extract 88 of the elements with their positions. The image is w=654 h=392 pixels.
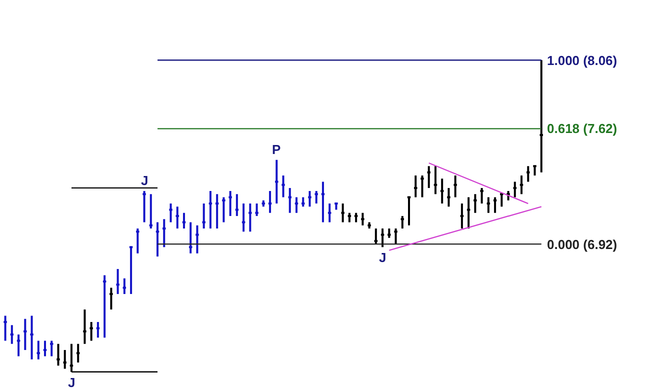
candlestick	[526, 165, 531, 183]
candlestick	[201, 202, 206, 230]
candlestick	[174, 206, 180, 230]
candlestick	[353, 212, 359, 224]
candlestick	[420, 174, 425, 198]
candlestick	[2, 314, 8, 342]
candlestick	[373, 227, 379, 246]
candlestick	[188, 221, 194, 254]
candlestick	[62, 349, 68, 370]
candlestick	[181, 212, 187, 230]
candlestick	[42, 340, 48, 358]
series-label: 0.000 (6.92)	[547, 237, 618, 252]
candlestick	[128, 246, 134, 295]
candlestick	[22, 318, 28, 352]
candlestick	[221, 196, 226, 224]
candlestick	[9, 324, 15, 345]
candlestick	[432, 165, 438, 196]
candlestick	[446, 186, 452, 208]
candlestick	[49, 340, 54, 358]
candlestick	[36, 340, 42, 360]
candlestick	[280, 174, 286, 198]
candlestick	[499, 193, 504, 208]
candlestick	[346, 212, 352, 224]
candlestick	[426, 165, 432, 189]
candlestick	[248, 202, 253, 233]
text: J	[379, 250, 386, 265]
candlestick	[307, 190, 312, 208]
candlestick	[194, 224, 200, 254]
candlestick	[29, 314, 34, 360]
candlestick	[214, 193, 220, 230]
candlestick	[479, 186, 484, 205]
candlestick	[459, 202, 465, 230]
text: P	[272, 142, 281, 157]
candlestick	[472, 193, 478, 214]
candlestick	[168, 202, 174, 224]
candlestick	[366, 221, 372, 230]
candlestick	[56, 342, 61, 367]
candlestick	[234, 193, 240, 217]
candlestick	[393, 227, 398, 246]
series-label: 1.000 (8.06)	[547, 53, 618, 68]
candlestick	[16, 333, 22, 358]
candlestick	[228, 190, 233, 217]
candlestick	[108, 286, 114, 311]
candlestick	[360, 212, 366, 226]
candlestick	[512, 180, 518, 198]
candlestick	[75, 342, 81, 364]
candlestick	[532, 165, 538, 176]
candlestick	[300, 196, 306, 208]
candlestick	[340, 202, 346, 224]
candlestick	[294, 196, 300, 214]
candlestick	[287, 186, 292, 214]
text: J	[141, 173, 148, 188]
candlestick	[314, 190, 319, 205]
candlestick	[240, 202, 246, 233]
candlestick	[538, 59, 544, 174]
candlestick	[400, 215, 406, 230]
candlestick	[406, 196, 412, 226]
candlestick	[148, 193, 154, 230]
candlestick	[162, 218, 167, 248]
candlestick	[320, 180, 326, 224]
candlestick	[326, 202, 332, 224]
candlestick	[492, 196, 498, 214]
candlestick	[267, 190, 273, 214]
candlestick	[380, 227, 386, 248]
candlestick	[115, 268, 120, 295]
candlestick	[274, 158, 280, 205]
candlestick	[142, 190, 147, 224]
candlestick	[95, 321, 101, 339]
candlestick	[260, 199, 266, 208]
series-label: 0.618 (7.62)	[547, 121, 618, 136]
candlestick	[208, 190, 214, 230]
candlestick	[102, 274, 108, 339]
candlestick	[154, 221, 160, 258]
candlestick	[452, 174, 458, 198]
candlestick	[82, 308, 88, 345]
candlestick	[439, 178, 445, 205]
candlestick	[88, 321, 94, 342]
candlestick	[334, 202, 339, 211]
candlestick	[466, 196, 472, 230]
candlestick	[486, 196, 492, 214]
candlestick	[135, 227, 140, 254]
candlestick	[506, 190, 511, 202]
candlestick	[386, 227, 392, 239]
candlestick	[518, 174, 524, 196]
candlestick	[122, 277, 128, 295]
text: J	[68, 375, 76, 390]
candlestick	[254, 202, 260, 217]
candlestick	[413, 174, 418, 198]
